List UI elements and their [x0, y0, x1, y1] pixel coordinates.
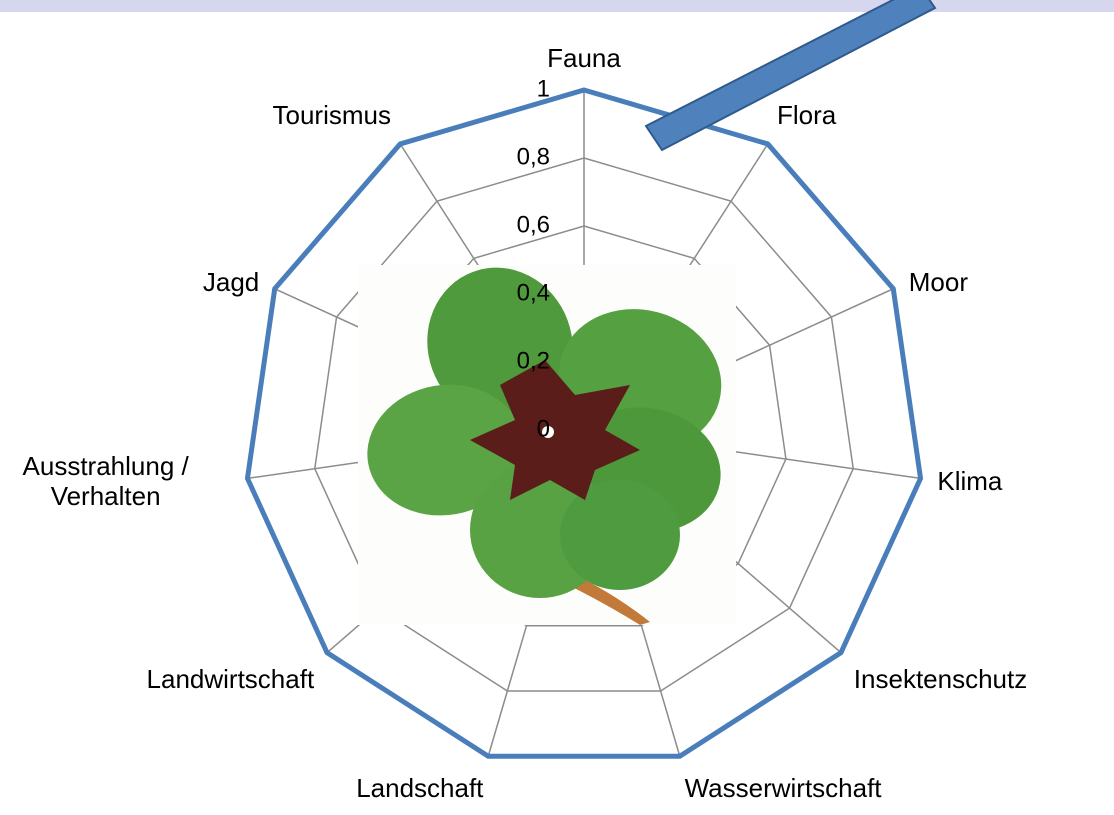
top-bar: [0, 0, 1114, 12]
clover-image: [358, 265, 736, 625]
category-label: Wasserwirtschaft: [684, 772, 882, 803]
category-label: Landschaft: [356, 772, 484, 803]
grid-ring: [313, 157, 855, 692]
tick-label: 0,8: [517, 143, 550, 170]
category-label: Moor: [908, 266, 968, 297]
category-label: Flora: [777, 99, 837, 130]
category-label: Klima: [937, 465, 1003, 496]
series-line: [244, 87, 924, 759]
arrow: [644, 0, 937, 152]
category-label: Insektenschutz: [853, 663, 1028, 694]
category-label: Landwirtschaft: [146, 663, 315, 694]
category-label: Fauna: [547, 43, 621, 73]
category-label: Jagd: [202, 266, 260, 297]
tick-label: 0,2: [517, 347, 550, 374]
series: [244, 87, 924, 759]
category-label: Ausstrahlung / Verhalten: [22, 450, 189, 511]
category-label: Tourismus: [272, 99, 391, 130]
tick-labels: 0 0,2 0,4 0,6 0,8 1: [517, 75, 550, 442]
tick-label: 1: [537, 75, 550, 102]
tick-label: 0,6: [517, 211, 550, 238]
tick-label: 0,4: [517, 279, 550, 306]
tick-label: 0: [537, 415, 550, 442]
